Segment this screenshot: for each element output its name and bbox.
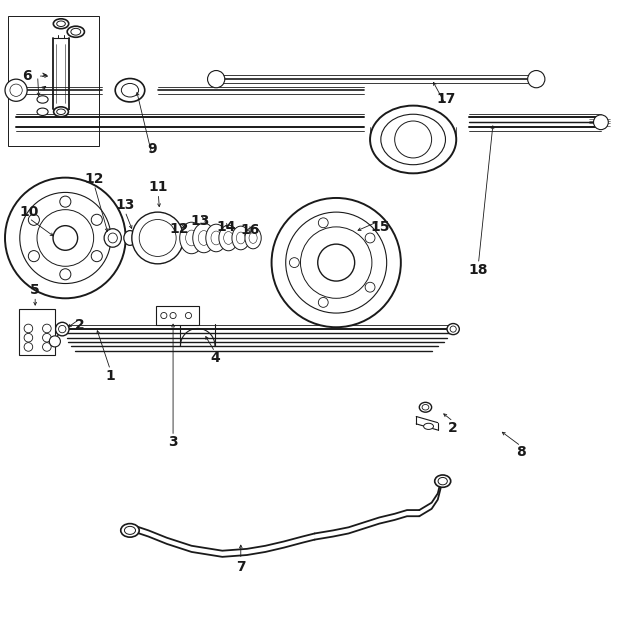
Text: 2: 2 [449, 420, 458, 434]
Circle shape [5, 79, 27, 101]
Ellipse shape [115, 78, 145, 102]
Ellipse shape [54, 107, 68, 116]
Text: 16: 16 [241, 223, 260, 237]
Text: 12: 12 [85, 172, 104, 186]
Circle shape [207, 71, 225, 88]
Ellipse shape [37, 96, 48, 103]
Ellipse shape [157, 231, 170, 245]
Text: 14: 14 [216, 220, 236, 234]
Circle shape [60, 196, 71, 207]
Ellipse shape [104, 229, 122, 247]
Circle shape [91, 214, 102, 225]
Text: 7: 7 [236, 560, 246, 574]
Ellipse shape [121, 523, 139, 537]
Ellipse shape [147, 230, 160, 246]
Circle shape [271, 198, 401, 328]
Circle shape [49, 336, 60, 347]
Text: 9: 9 [147, 142, 157, 156]
Ellipse shape [424, 424, 434, 429]
Circle shape [28, 214, 39, 225]
Ellipse shape [180, 222, 204, 254]
Ellipse shape [37, 108, 48, 116]
Ellipse shape [370, 106, 456, 174]
Ellipse shape [56, 322, 69, 336]
Circle shape [365, 282, 375, 292]
Text: 2: 2 [75, 319, 85, 333]
Text: 13: 13 [115, 198, 135, 212]
Ellipse shape [435, 475, 450, 487]
Circle shape [365, 233, 375, 243]
Ellipse shape [232, 226, 250, 250]
Text: 18: 18 [469, 263, 488, 277]
Circle shape [318, 298, 328, 307]
Text: 5: 5 [30, 283, 40, 297]
Text: 17: 17 [436, 92, 455, 106]
Text: 13: 13 [191, 214, 210, 228]
Bar [156, 306, 199, 326]
Ellipse shape [245, 227, 261, 249]
Circle shape [5, 177, 126, 298]
Circle shape [289, 258, 299, 268]
Text: 6: 6 [22, 69, 32, 83]
Text: 11: 11 [149, 181, 168, 195]
Text: 10: 10 [19, 205, 39, 219]
Ellipse shape [447, 324, 459, 335]
Ellipse shape [219, 225, 238, 251]
Ellipse shape [177, 232, 189, 244]
Ellipse shape [420, 403, 432, 412]
Circle shape [91, 251, 102, 261]
Ellipse shape [206, 224, 226, 252]
Ellipse shape [167, 231, 179, 245]
Ellipse shape [124, 231, 136, 245]
Circle shape [60, 269, 71, 280]
Text: 4: 4 [210, 351, 220, 365]
Ellipse shape [67, 26, 85, 38]
Ellipse shape [193, 223, 215, 252]
Text: 8: 8 [516, 445, 526, 459]
Bar [19, 308, 55, 355]
Text: 3: 3 [168, 436, 178, 450]
Ellipse shape [136, 230, 151, 246]
Text: 12: 12 [170, 222, 189, 236]
Ellipse shape [53, 19, 68, 29]
Text: 15: 15 [370, 220, 390, 234]
Circle shape [318, 218, 328, 228]
Circle shape [132, 212, 183, 264]
Circle shape [28, 251, 39, 261]
Bar [8, 17, 99, 146]
Text: 1: 1 [106, 369, 115, 383]
Circle shape [528, 71, 545, 88]
Circle shape [594, 115, 608, 130]
